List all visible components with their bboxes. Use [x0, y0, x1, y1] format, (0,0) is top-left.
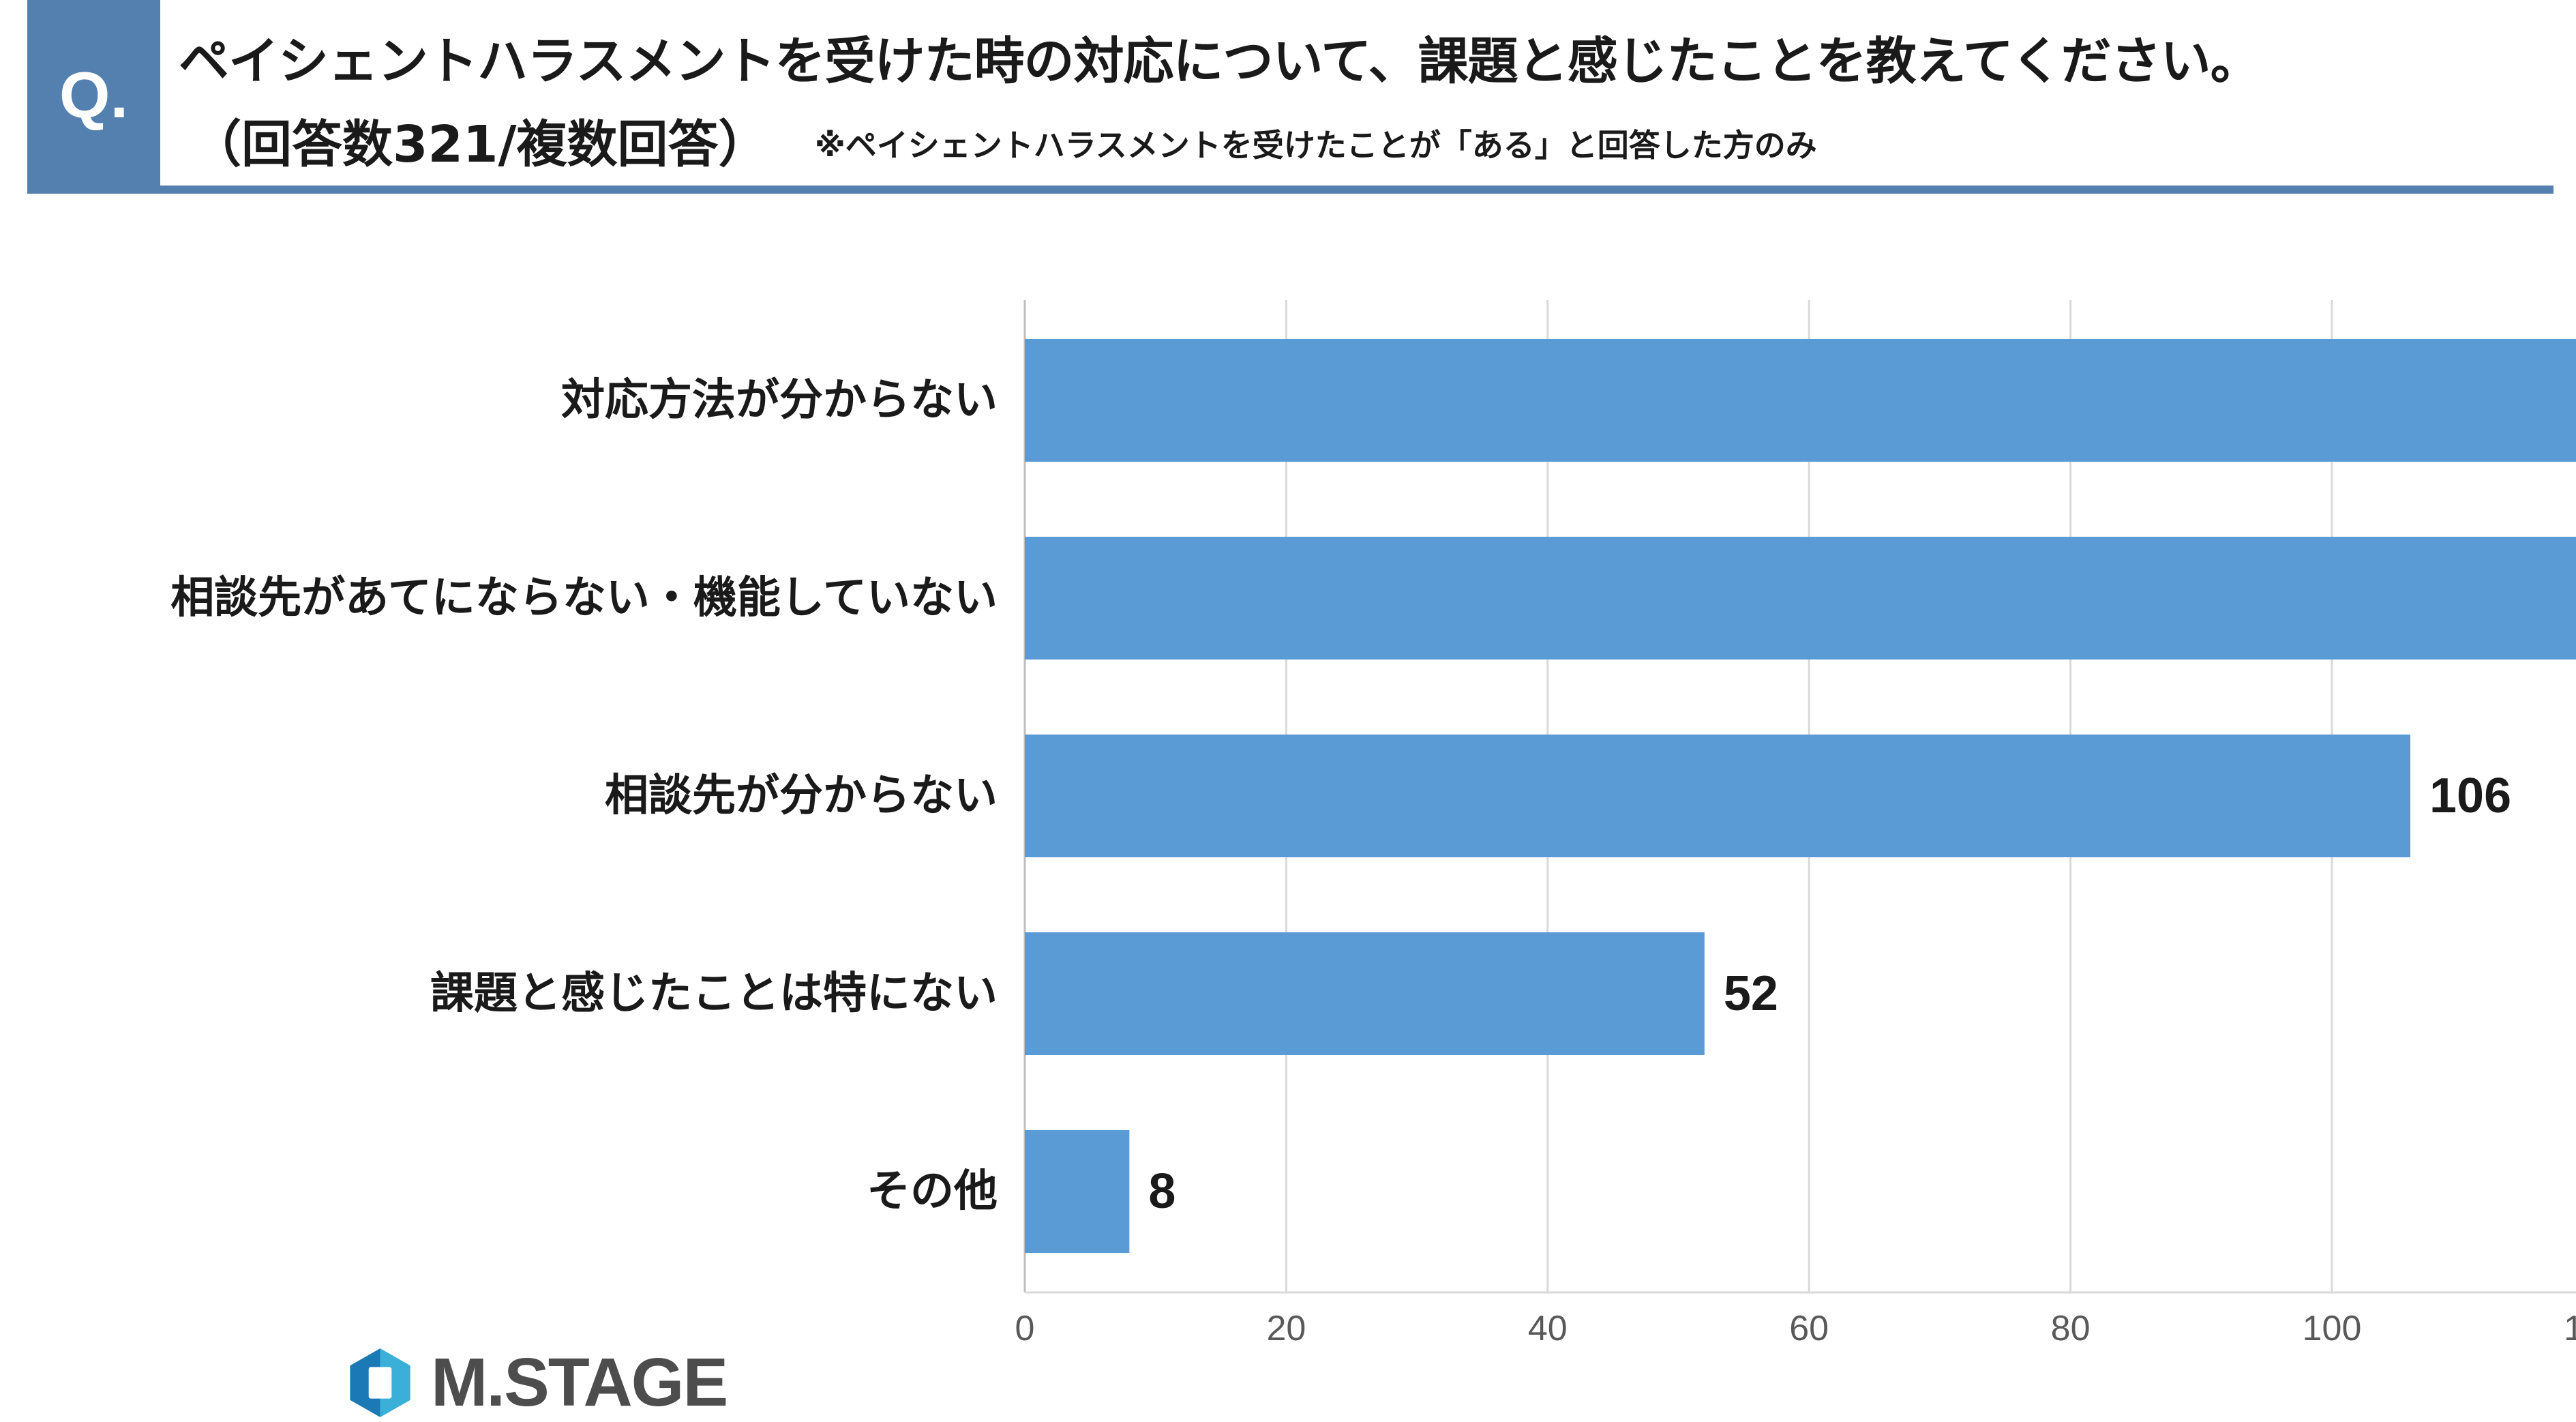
x-tick-label: 60: [1789, 1309, 1829, 1348]
question-subtitle: （回答数321/複数回答）: [191, 115, 769, 174]
x-tick-label: 120: [2564, 1309, 2576, 1348]
category-labels: 対応方法が分からない相談先があてにならない・機能していない相談先が分からない課題…: [170, 375, 998, 1217]
mstage-logo-icon: [350, 1348, 410, 1417]
x-axis-tick-labels: 020406080100120140: [1015, 1309, 2576, 1348]
mstage-logo: M.STAGE: [344, 1344, 728, 1422]
bar: [1025, 1130, 1130, 1253]
bar: [1025, 537, 2576, 660]
value-labels: 138134106528: [1148, 769, 2511, 1219]
x-tick-label: 0: [1015, 1309, 1035, 1348]
x-tick-label: 40: [1528, 1309, 1568, 1348]
x-tick-label: 20: [1266, 1309, 1306, 1348]
value-label: 52: [1724, 966, 1778, 1021]
value-label: 8: [1148, 1164, 1175, 1219]
value-label: 106: [2429, 769, 2511, 823]
question-title: ペイシェントハラスメントを受けた時の対応について、課題と感じたことを教えてくださ…: [179, 32, 2261, 91]
x-tick-label: 80: [2051, 1309, 2091, 1348]
question-note: ※ペイシェントハラスメントを受けたことが「ある」と回答した方のみ: [815, 127, 1817, 164]
category-label: その他: [867, 1166, 998, 1217]
x-tick-label: 100: [2303, 1309, 2362, 1348]
category-label: 相談先が分からない: [605, 771, 998, 821]
chart-bars: [1025, 339, 2576, 1253]
category-label: 課題と感じたことは特にない: [430, 968, 998, 1019]
bar: [1025, 932, 1705, 1055]
category-label: 相談先があてにならない・機能していない: [170, 573, 998, 623]
bar: [1025, 339, 2576, 462]
header-divider: [27, 186, 2553, 194]
bar: [1025, 735, 2411, 857]
question-badge: Q.: [27, 0, 160, 191]
category-label: 対応方法が分からない: [561, 375, 998, 426]
question-header: Q. ペイシェントハラスメントを受けた時の対応について、課題と感じたことを教えて…: [0, 0, 2576, 205]
logo-text: M.STAGE: [431, 1344, 728, 1421]
